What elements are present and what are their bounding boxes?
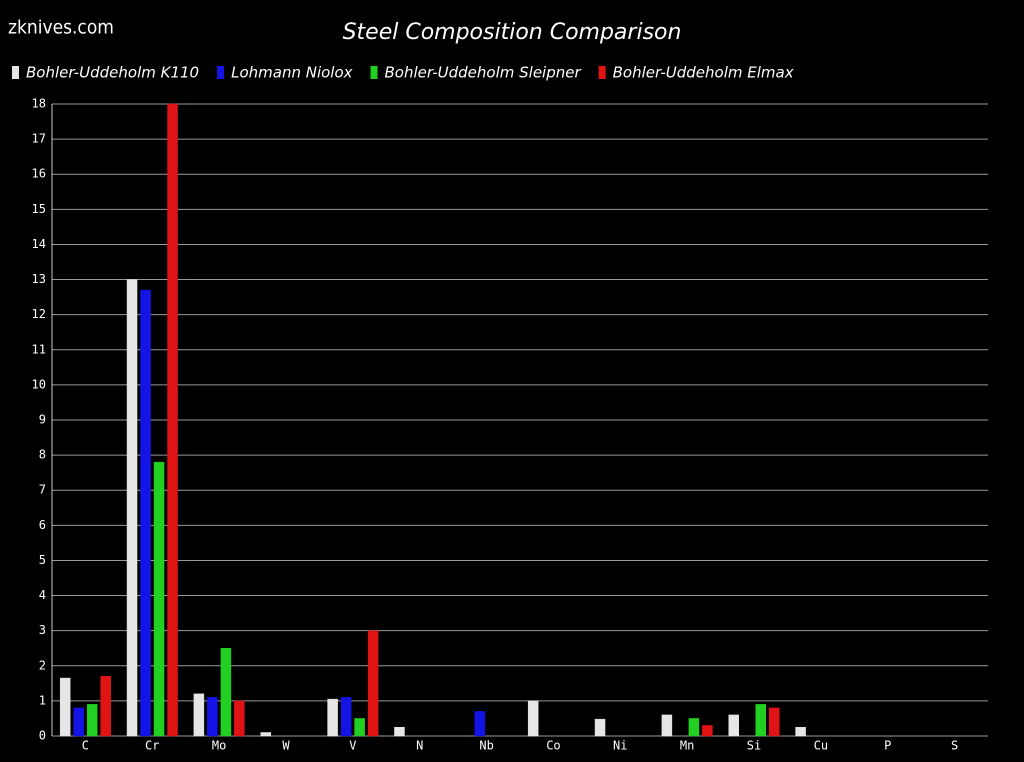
bar bbox=[260, 732, 271, 737]
bar bbox=[769, 707, 780, 737]
bar bbox=[702, 725, 713, 737]
x-tick-label: Mn bbox=[680, 739, 694, 753]
bar bbox=[207, 697, 218, 737]
y-tick-label: 13 bbox=[32, 272, 46, 286]
y-tick-label: 16 bbox=[32, 167, 46, 181]
y-tick-label: 4 bbox=[39, 588, 46, 602]
bar bbox=[728, 714, 739, 737]
y-tick-label: 8 bbox=[39, 448, 46, 462]
legend-swatch bbox=[598, 66, 606, 79]
site-name: zknives.com bbox=[8, 17, 114, 39]
y-tick-label: 2 bbox=[39, 658, 46, 672]
legend-label: Bohler-Uddeholm Elmax bbox=[613, 64, 794, 82]
legend-label: Lohmann Niolox bbox=[231, 64, 353, 82]
chart-title: Steel Composition Comparison bbox=[343, 20, 682, 45]
legend: Bohler-Uddeholm K110 Lohmann Niolox Bohler… bbox=[12, 64, 794, 82]
legend-label: Bohler-Uddeholm Sleipner bbox=[385, 64, 582, 82]
y-tick-label: 3 bbox=[39, 623, 46, 637]
y-tick-label: 1 bbox=[39, 693, 46, 707]
x-tick-label: Ni bbox=[613, 739, 627, 753]
bar bbox=[527, 700, 539, 737]
legend-swatch bbox=[12, 66, 19, 79]
bar bbox=[367, 630, 379, 737]
bar bbox=[354, 718, 365, 737]
bar bbox=[126, 279, 138, 737]
x-tick-label: Co bbox=[546, 739, 560, 753]
x-tick-label: V bbox=[349, 739, 356, 753]
bar bbox=[59, 677, 71, 737]
bar bbox=[795, 726, 806, 737]
bar bbox=[594, 718, 606, 737]
x-tick-label: C bbox=[82, 739, 89, 753]
y-tick-label: 14 bbox=[32, 237, 46, 251]
x-tick-label: W bbox=[282, 739, 290, 753]
bar bbox=[340, 697, 352, 737]
bar bbox=[327, 698, 338, 737]
y-tick-label: 10 bbox=[32, 377, 46, 391]
bar bbox=[755, 704, 766, 737]
x-tick-label: S bbox=[951, 739, 958, 753]
x-tick-label: P bbox=[884, 739, 891, 753]
bar bbox=[661, 714, 673, 737]
bar bbox=[100, 676, 111, 737]
bar bbox=[167, 103, 178, 737]
bar bbox=[193, 693, 205, 737]
y-tick-label: 5 bbox=[39, 553, 46, 567]
legend-swatch bbox=[370, 66, 378, 79]
bar bbox=[474, 711, 486, 737]
x-tick-label: N bbox=[416, 739, 423, 753]
y-tick-label: 6 bbox=[39, 518, 46, 532]
legend-swatch bbox=[217, 66, 225, 79]
x-tick-label: Cr bbox=[145, 739, 159, 753]
y-tick-label: 18 bbox=[32, 97, 46, 111]
y-tick-label: 0 bbox=[39, 729, 46, 743]
bar bbox=[220, 647, 232, 737]
y-tick-label: 15 bbox=[32, 202, 46, 216]
bar bbox=[86, 704, 98, 737]
bar bbox=[394, 726, 405, 737]
bar bbox=[234, 700, 245, 737]
bar bbox=[688, 718, 700, 737]
y-tick-label: 11 bbox=[32, 342, 46, 356]
x-tick-label: Nb bbox=[479, 739, 493, 753]
bar bbox=[73, 707, 84, 737]
bar bbox=[140, 289, 151, 737]
bar bbox=[153, 461, 165, 737]
y-tick-label: 12 bbox=[32, 307, 46, 321]
x-tick-label: Mo bbox=[212, 739, 226, 753]
y-tick-label: 17 bbox=[32, 132, 46, 146]
y-tick-label: 7 bbox=[39, 483, 46, 497]
legend-label: Bohler-Uddeholm K110 bbox=[26, 64, 199, 82]
x-tick-label: Cu bbox=[814, 739, 828, 753]
x-tick-label: Si bbox=[747, 739, 761, 753]
y-tick-label: 9 bbox=[39, 413, 46, 427]
